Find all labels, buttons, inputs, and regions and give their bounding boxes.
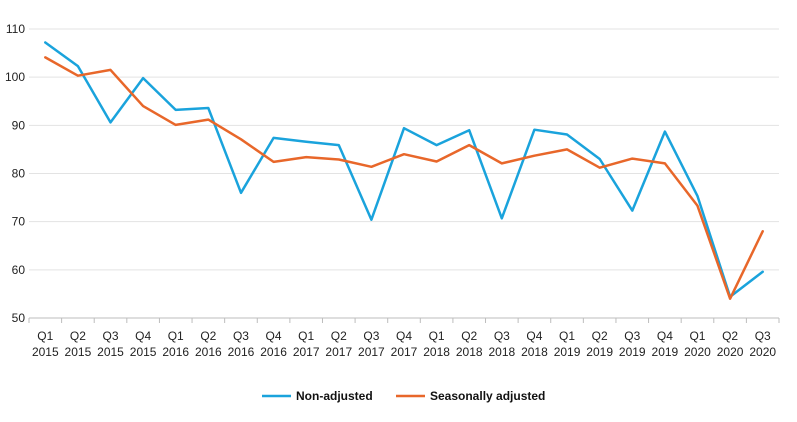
x-tick-label-quarter: Q1 (168, 329, 184, 343)
x-tick-label-year: 2018 (488, 345, 515, 359)
y-tick-label: 60 (12, 263, 26, 277)
y-tick-label: 100 (5, 70, 25, 84)
x-tick-label-year: 2017 (325, 345, 352, 359)
axes: 50 60 70 80 90 100 110 Q1 2015 Q2 2015 Q3 2015 Q4 2015… (5, 22, 780, 359)
x-tick-label-year: 2018 (521, 345, 548, 359)
x-tick-label-quarter: Q4 (526, 329, 542, 343)
x-tick-label-year: 2018 (456, 345, 483, 359)
x-tick-label-quarter: Q2 (461, 329, 477, 343)
x-tick-label-year: 2020 (684, 345, 711, 359)
y-tick-label: 50 (12, 311, 26, 325)
x-tick-label-quarter: Q4 (266, 329, 282, 343)
x-tick-label-year: 2016 (228, 345, 255, 359)
x-tick-label-year: 2019 (554, 345, 581, 359)
series-line-non-adjusted (44, 41, 764, 299)
x-tick-label-quarter: Q3 (363, 329, 379, 343)
x-tick-label-year: 2015 (32, 345, 59, 359)
x-tick-label-year: 2019 (586, 345, 613, 359)
y-tick-label: 110 (6, 22, 25, 36)
y-tick-label: 70 (12, 215, 26, 229)
x-tick-label-quarter: Q2 (722, 329, 738, 343)
x-tick-label-quarter: Q4 (396, 329, 412, 343)
legend-label: Non-adjusted (296, 389, 373, 403)
x-tick-label-year: 2018 (423, 345, 450, 359)
x-tick-label-quarter: Q1 (429, 329, 445, 343)
y-tick-label: 80 (12, 167, 26, 181)
x-tick-label-year: 2015 (130, 345, 157, 359)
x-tick-label-year: 2020 (717, 345, 744, 359)
x-tick-label-year: 2015 (97, 345, 124, 359)
x-tick-label-year: 2019 (619, 345, 646, 359)
x-tick-label-quarter: Q3 (624, 329, 640, 343)
x-tick-label-quarter: Q1 (298, 329, 314, 343)
x-tick-label-year: 2015 (65, 345, 92, 359)
x-tick-label-quarter: Q4 (657, 329, 673, 343)
x-tick-label-quarter: Q3 (494, 329, 510, 343)
x-tick-label-quarter: Q1 (37, 329, 53, 343)
x-tick-label-quarter: Q2 (331, 329, 347, 343)
x-tick-label-year: 2019 (652, 345, 679, 359)
x-tick-label-year: 2016 (162, 345, 189, 359)
series-lines (44, 41, 764, 300)
legend-label: Seasonally adjusted (430, 389, 545, 403)
series-line-seasonally-adjusted (44, 56, 764, 300)
y-tick-label: 90 (12, 118, 26, 132)
x-tick-label-year: 2016 (195, 345, 222, 359)
x-tick-label-quarter: Q3 (103, 329, 119, 343)
x-tick-label-quarter: Q2 (200, 329, 216, 343)
x-tick-label-year: 2017 (293, 345, 320, 359)
legend: Non-adjusted Seasonally adjusted (262, 389, 545, 403)
x-tick-label-quarter: Q4 (135, 329, 151, 343)
x-tick-label-year: 2020 (749, 345, 776, 359)
x-tick-label-quarter: Q1 (559, 329, 575, 343)
grid-lines (29, 28, 779, 271)
x-tick-label-year: 2017 (358, 345, 385, 359)
x-tick-label-quarter: Q1 (689, 329, 705, 343)
x-tick-label-quarter: Q2 (70, 329, 86, 343)
x-tick-label-year: 2017 (391, 345, 418, 359)
x-tick-label-quarter: Q2 (592, 329, 608, 343)
x-tick-label-quarter: Q3 (233, 329, 249, 343)
x-tick-label-quarter: Q3 (755, 329, 771, 343)
x-tick-label-year: 2016 (260, 345, 287, 359)
